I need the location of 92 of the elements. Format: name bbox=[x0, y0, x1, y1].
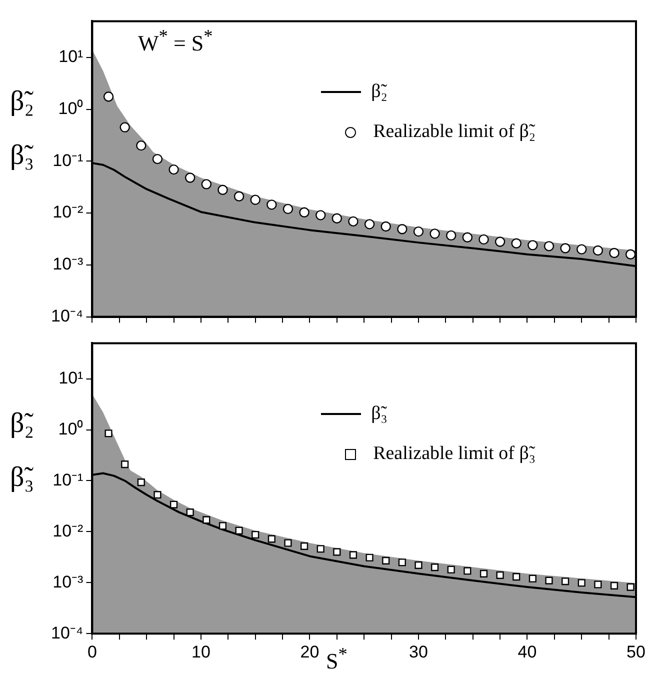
point bbox=[299, 207, 310, 218]
y-tick-label: 10⁻⁴ bbox=[50, 623, 84, 642]
point bbox=[462, 232, 473, 242]
point bbox=[544, 241, 554, 252]
point bbox=[235, 526, 243, 534]
annotation: W$^{*}$ = S$^{*}$ bbox=[138, 26, 213, 56]
point bbox=[332, 213, 342, 224]
point bbox=[562, 578, 570, 586]
point bbox=[349, 551, 358, 559]
y-tick-label: 10⁻¹ bbox=[52, 150, 84, 170]
point bbox=[446, 230, 456, 241]
point bbox=[626, 583, 634, 591]
point bbox=[282, 204, 294, 214]
x-axis-title: S$^{*}$ bbox=[326, 644, 348, 674]
point bbox=[494, 236, 506, 247]
legend-label: β̃₃ bbox=[371, 403, 388, 426]
point bbox=[121, 460, 129, 468]
x-tick-label: 30 bbox=[409, 642, 428, 662]
point bbox=[268, 535, 276, 543]
point bbox=[496, 571, 504, 579]
point bbox=[397, 224, 408, 234]
legend-label: Realizable limit of β̃₃ bbox=[373, 443, 536, 466]
point bbox=[184, 172, 196, 183]
point bbox=[380, 221, 391, 232]
point bbox=[104, 430, 112, 438]
point bbox=[528, 574, 536, 582]
point bbox=[364, 219, 375, 230]
point bbox=[592, 245, 604, 256]
point bbox=[480, 570, 488, 578]
point bbox=[333, 548, 341, 556]
point bbox=[609, 248, 620, 258]
point bbox=[284, 539, 292, 547]
point bbox=[576, 244, 587, 254]
point bbox=[478, 234, 489, 245]
x-tick-label: 50 bbox=[626, 642, 646, 662]
point bbox=[594, 580, 602, 588]
point bbox=[512, 573, 520, 581]
point bbox=[300, 542, 308, 550]
y-axis-title: β̃₂ β̃₃ bbox=[10, 408, 34, 494]
point bbox=[316, 545, 324, 553]
y-tick-label: 10⁻¹ bbox=[52, 470, 84, 490]
point bbox=[168, 164, 179, 175]
point bbox=[431, 564, 439, 572]
point bbox=[266, 200, 277, 210]
point bbox=[610, 582, 618, 590]
point bbox=[625, 249, 636, 260]
y-tick-label: 10⁻² bbox=[52, 202, 84, 222]
point bbox=[528, 240, 538, 250]
point bbox=[545, 576, 553, 584]
y-tick-label: 10¹ bbox=[58, 368, 84, 388]
point bbox=[186, 508, 194, 516]
point bbox=[430, 228, 440, 239]
legend-label: Realizable limit of β̃₂ bbox=[373, 121, 536, 144]
point bbox=[414, 561, 422, 569]
y-tick-label: 10⁰ bbox=[58, 419, 84, 438]
y-tick-label: 10⁻³ bbox=[52, 572, 84, 592]
point bbox=[252, 530, 260, 539]
x-tick-label: 20 bbox=[300, 642, 320, 662]
point bbox=[154, 491, 162, 499]
point bbox=[201, 179, 212, 190]
x-tick-label: 0 bbox=[87, 642, 97, 662]
point bbox=[398, 558, 406, 566]
point bbox=[382, 556, 390, 564]
point bbox=[366, 554, 374, 562]
x-tick-label: 10 bbox=[192, 642, 210, 662]
point bbox=[560, 243, 570, 254]
point bbox=[137, 478, 145, 486]
y-tick-label: 10¹ bbox=[58, 47, 84, 66]
point bbox=[316, 210, 326, 220]
point bbox=[152, 154, 163, 164]
point bbox=[218, 522, 227, 530]
point bbox=[348, 216, 358, 227]
point bbox=[578, 579, 586, 587]
point bbox=[250, 194, 260, 205]
point bbox=[103, 91, 114, 102]
y-axis-title: β̃₂ β̃₃ bbox=[10, 86, 34, 172]
y-tick-label: 10⁻² bbox=[52, 521, 84, 540]
point bbox=[170, 500, 178, 508]
point bbox=[234, 191, 244, 202]
legend-label: β̃₂ bbox=[371, 81, 388, 104]
point bbox=[218, 184, 228, 195]
y-tick-label: 10⁻⁴ bbox=[50, 306, 84, 326]
x-tick-label: 40 bbox=[518, 642, 537, 662]
y-tick-label: 10⁰ bbox=[58, 99, 84, 118]
point bbox=[202, 516, 210, 524]
point bbox=[464, 567, 472, 575]
point bbox=[447, 566, 455, 574]
point bbox=[136, 140, 146, 151]
point bbox=[120, 122, 130, 132]
point bbox=[413, 226, 424, 237]
point bbox=[511, 238, 522, 249]
y-tick-label: 10⁻³ bbox=[52, 254, 84, 274]
